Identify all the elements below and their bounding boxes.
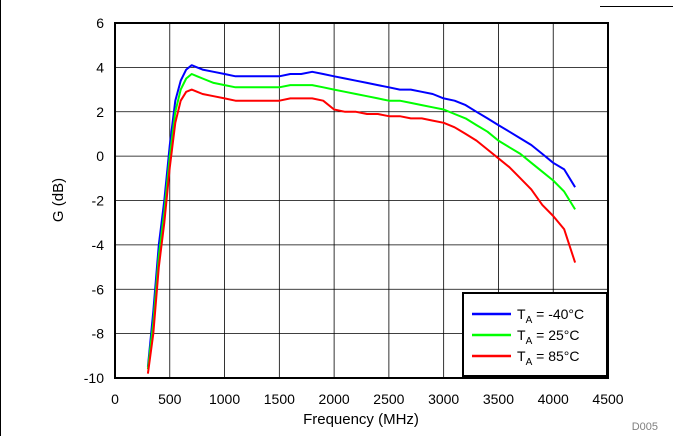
- x-tick-label: 4000: [538, 391, 569, 407]
- legend-label: TA = 25°C: [517, 327, 579, 347]
- x-tick-label: 2500: [373, 391, 404, 407]
- y-tick-label: -10: [84, 370, 104, 386]
- y-tick-label: 6: [96, 15, 104, 31]
- legend-label: TA = -40°C: [517, 306, 584, 326]
- y-tick-label: -6: [92, 281, 105, 297]
- legend: TA = -40°CTA = 25°CTA = 85°C: [462, 292, 608, 377]
- plot-area-border: [114, 22, 609, 379]
- y-tick-labels: 6 4 2 0 -2 -4 -6 -8 -10: [84, 15, 104, 386]
- y-tick-label: 4: [96, 59, 104, 75]
- figure-id-label: D005: [632, 421, 658, 433]
- x-tick-label: 1000: [209, 391, 240, 407]
- series-line-1: [146, 64, 576, 367]
- legend-label: TA = 85°C: [517, 348, 579, 368]
- x-tick-label: 2000: [319, 391, 350, 407]
- x-axis-label: Frequency (MHz): [303, 411, 419, 428]
- y-tick-label: -8: [92, 326, 105, 342]
- y-tick-label: 0: [96, 148, 104, 164]
- x-tick-label: 1500: [264, 391, 295, 407]
- x-tick-label: 3500: [483, 391, 514, 407]
- y-tick-label: -4: [92, 237, 105, 253]
- x-tick-label: 4500: [592, 391, 623, 407]
- series-line-2: [146, 73, 576, 370]
- y-axis-label: G (dB): [50, 178, 67, 222]
- y-tick-label: 2: [96, 104, 104, 120]
- series-line-3: [146, 88, 577, 374]
- x-tick-label: 0: [111, 391, 119, 407]
- x-tick-label: 3000: [428, 391, 459, 407]
- y-tick-label: -2: [92, 193, 105, 209]
- x-tick-labels: 0 500 1000 1500 2000 2500 3000 3500 4000 4500: [111, 391, 624, 407]
- series-layer: [146, 64, 577, 374]
- x-tick-label: 500: [158, 391, 182, 407]
